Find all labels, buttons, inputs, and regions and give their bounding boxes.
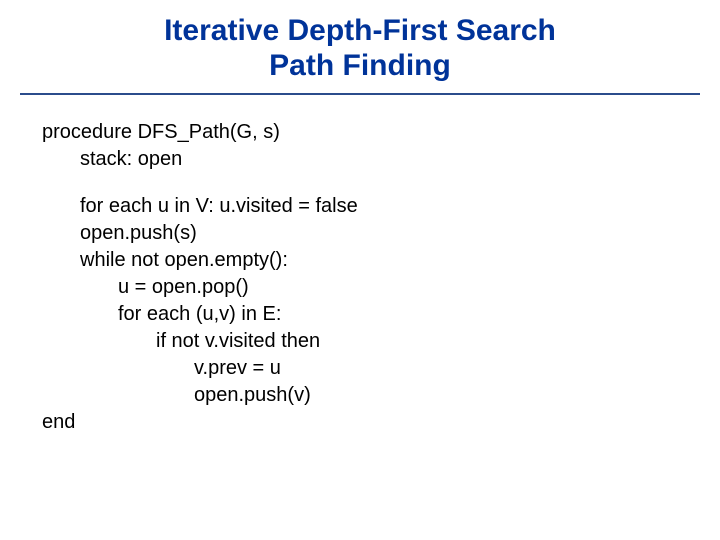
title-line-1: Iterative Depth-First Search (0, 14, 720, 49)
code-line: if not v.visited then (42, 328, 720, 355)
code-body: procedure DFS_Path(G, s) stack: open for… (0, 95, 720, 436)
code-line: u = open.pop() (42, 274, 720, 301)
code-line: stack: open (42, 146, 720, 173)
code-line: procedure DFS_Path(G, s) (42, 119, 720, 146)
code-line: end (42, 409, 720, 436)
code-line: for each u in V: u.visited = false (42, 193, 720, 220)
code-line: open.push(s) (42, 220, 720, 247)
title-block: Iterative Depth-First Search Path Findin… (0, 0, 720, 89)
code-line: v.prev = u (42, 355, 720, 382)
code-line: while not open.empty(): (42, 247, 720, 274)
slide: Iterative Depth-First Search Path Findin… (0, 0, 720, 540)
title-line-2: Path Finding (0, 49, 720, 84)
code-line: open.push(v) (42, 382, 720, 409)
code-line: for each (u,v) in E: (42, 301, 720, 328)
blank-line (42, 173, 720, 193)
